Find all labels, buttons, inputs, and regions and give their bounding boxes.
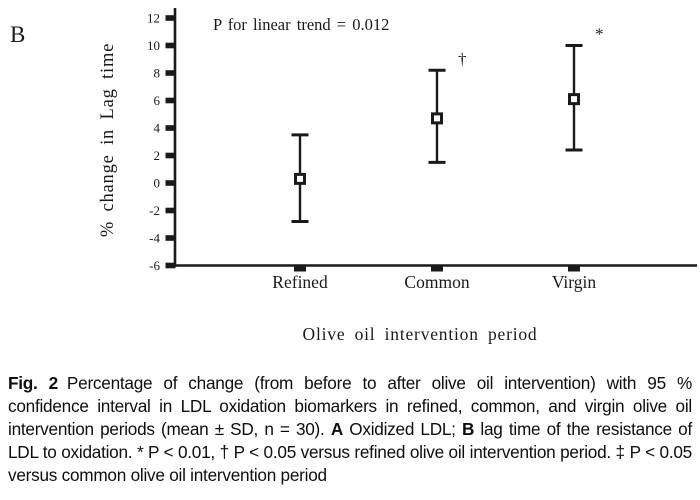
- y-tick: [165, 235, 176, 241]
- x-tick-label: Refined: [272, 272, 328, 292]
- caption-bold-text: Fig. 2: [8, 373, 58, 393]
- y-tick: [165, 207, 176, 214]
- y-axis-title: % change in Lag time: [98, 43, 118, 237]
- error-bar-common: [428, 68, 446, 164]
- y-tick: [165, 15, 176, 21]
- y-tick-label: 12: [147, 11, 160, 26]
- figure-caption: Fig. 2 Percentage of change (from before …: [8, 372, 692, 487]
- y-tick: [165, 262, 176, 269]
- error-bar-virgin: [565, 44, 583, 152]
- caption-bold-text: B: [461, 419, 475, 439]
- significance-marker: †: [458, 49, 467, 68]
- y-tick: [165, 42, 176, 49]
- x-tick: [568, 266, 580, 272]
- y-tick: [165, 70, 176, 76]
- y-tick: [165, 125, 176, 131]
- y-tick-label: -2: [149, 203, 160, 218]
- caption-text: lag time of the resistance of LDL to oxi…: [8, 419, 692, 485]
- y-tick: [165, 97, 176, 104]
- error-bar-refined: [291, 133, 309, 223]
- x-axis-title: Olive oil intervention period: [303, 324, 538, 344]
- x-tick: [431, 266, 443, 272]
- panel-label: B: [10, 22, 26, 47]
- y-tick-label: 10: [147, 38, 160, 53]
- mean-marker: [568, 93, 580, 106]
- y-tick-label: 6: [154, 93, 161, 108]
- y-tick-label: 8: [154, 66, 161, 81]
- caption-text: Percentage of change (from before to aft…: [8, 373, 692, 439]
- y-tick-label: -6: [149, 258, 160, 273]
- caption-bold-text: A: [330, 419, 343, 439]
- y-tick: [165, 180, 176, 186]
- caption-text: Oxidized LDL;: [343, 419, 462, 439]
- mean-marker: [431, 112, 443, 125]
- x-tick-label: Virgin: [552, 272, 597, 292]
- y-tick-label: 2: [154, 148, 161, 163]
- significance-marker: *: [595, 25, 604, 44]
- y-tick-label: 0: [154, 176, 161, 191]
- x-tick-label: Common: [404, 272, 469, 292]
- y-tick-label: 4: [154, 121, 161, 136]
- x-tick: [294, 266, 306, 272]
- y-tick-label: -4: [149, 231, 160, 246]
- y-tick: [165, 152, 176, 159]
- trend-annotation: P for linear trend = 0.012: [213, 15, 389, 34]
- lag-time-errorbar-chart: 12 10 8 6 4 2 0 -2 -4 -6 Refined Common † Virgin * P fo…: [98, 8, 697, 344]
- mean-marker: [294, 172, 306, 185]
